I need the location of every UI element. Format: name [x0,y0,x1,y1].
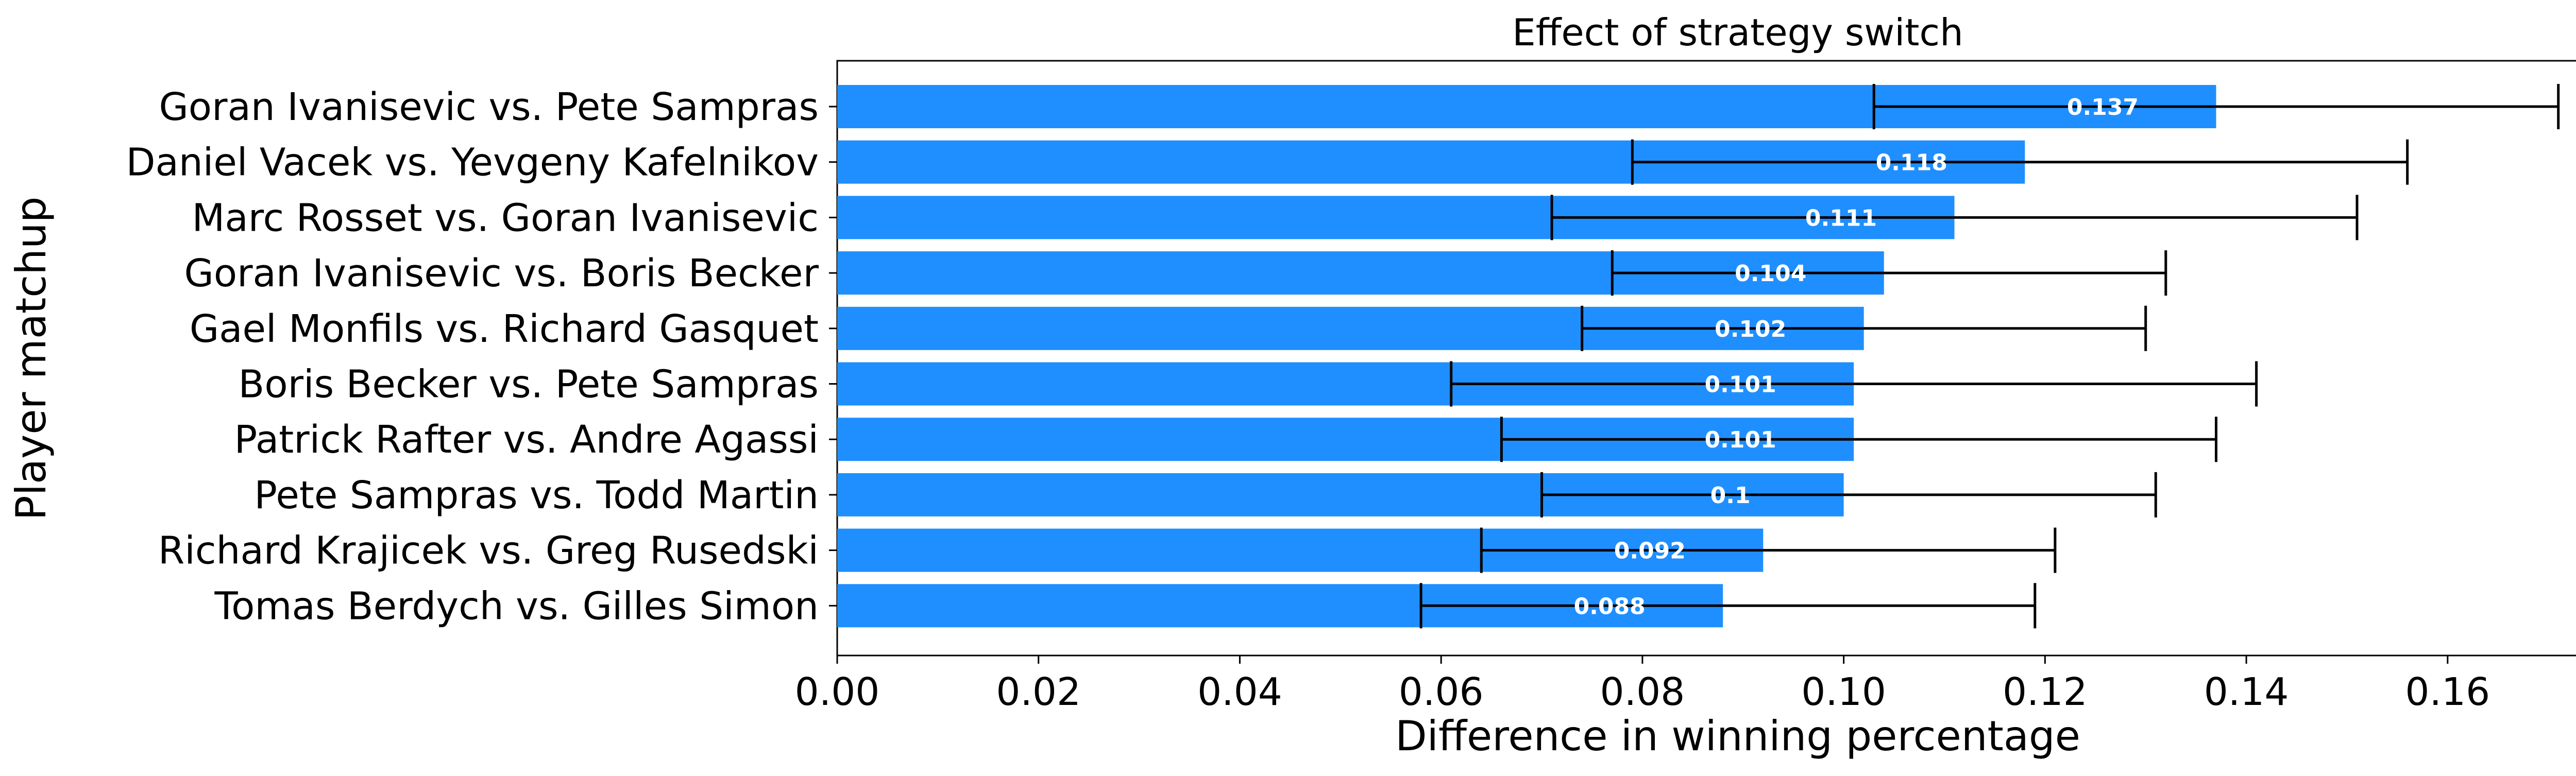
bar-value-label: 0.1 [1710,482,1751,509]
bar-value-label: 0.137 [2067,94,2139,120]
y-tick-label: Daniel Vacek vs. Yevgeny Kafelnikov [126,141,819,185]
x-tick-label: 0.06 [1399,670,1484,714]
y-axis: Goran Ivanisevic vs. Pete Sampras Daniel … [126,85,837,628]
y-tick-label: Boris Becker vs. Pete Sampras [239,363,819,407]
y-tick-label: Gael Monfils vs. Richard Gasquet [190,307,819,351]
bar-value-label: 0.102 [1715,316,1786,342]
x-tick-label: 0.16 [2405,670,2490,714]
y-tick-label: Patrick Rafter vs. Andre Agassi [234,418,819,462]
y-axis-label: Player matchup [7,197,55,521]
x-tick-label: 0.02 [996,670,1081,714]
y-tick-label: Goran Ivanisevic vs. Pete Sampras [159,85,819,129]
y-tick-label: Tomas Berdych vs. Gilles Simon [214,584,819,628]
x-axis: 0.00 0.02 0.04 0.06 0.08 0.10 0.12 0.14 0.16 [795,656,2490,714]
x-tick-label: 0.14 [2204,670,2289,714]
y-tick-label: Marc Rosset vs. Goran Ivanisevic [192,196,819,240]
y-tick-label: Pete Sampras vs. Todd Martin [254,473,819,518]
bar-labels-layer: 0.137 0.118 0.111 0.104 0.102 0.101 0.101 0.1 0.… [1574,94,2139,619]
bar-value-label: 0.088 [1574,593,1646,619]
bars-layer [837,85,2216,628]
bar-value-label: 0.092 [1614,538,1686,564]
y-tick-label: Richard Krajicek vs. Greg Rusedski [158,529,819,573]
x-tick-label: 0.12 [2003,670,2088,714]
bar-value-label: 0.111 [1805,205,1877,231]
x-tick-label: 0.00 [795,670,880,714]
bar-value-label: 0.104 [1735,261,1806,287]
bar-value-label: 0.101 [1705,372,1776,398]
bar-value-label: 0.101 [1705,427,1776,453]
x-tick-label: 0.08 [1600,670,1685,714]
bar-value-label: 0.118 [1876,150,1947,176]
chart-title: Effect of strategy switch [1512,11,1963,54]
x-tick-label: 0.10 [1801,670,1886,714]
error-bars-layer [1419,84,2560,629]
y-tick-label: Goran Ivanisevic vs. Boris Becker [184,251,819,296]
x-tick-label: 0.04 [1197,670,1282,714]
plot-frame [836,60,2576,657]
x-axis-label: Difference in winning percentage [1395,712,2080,760]
